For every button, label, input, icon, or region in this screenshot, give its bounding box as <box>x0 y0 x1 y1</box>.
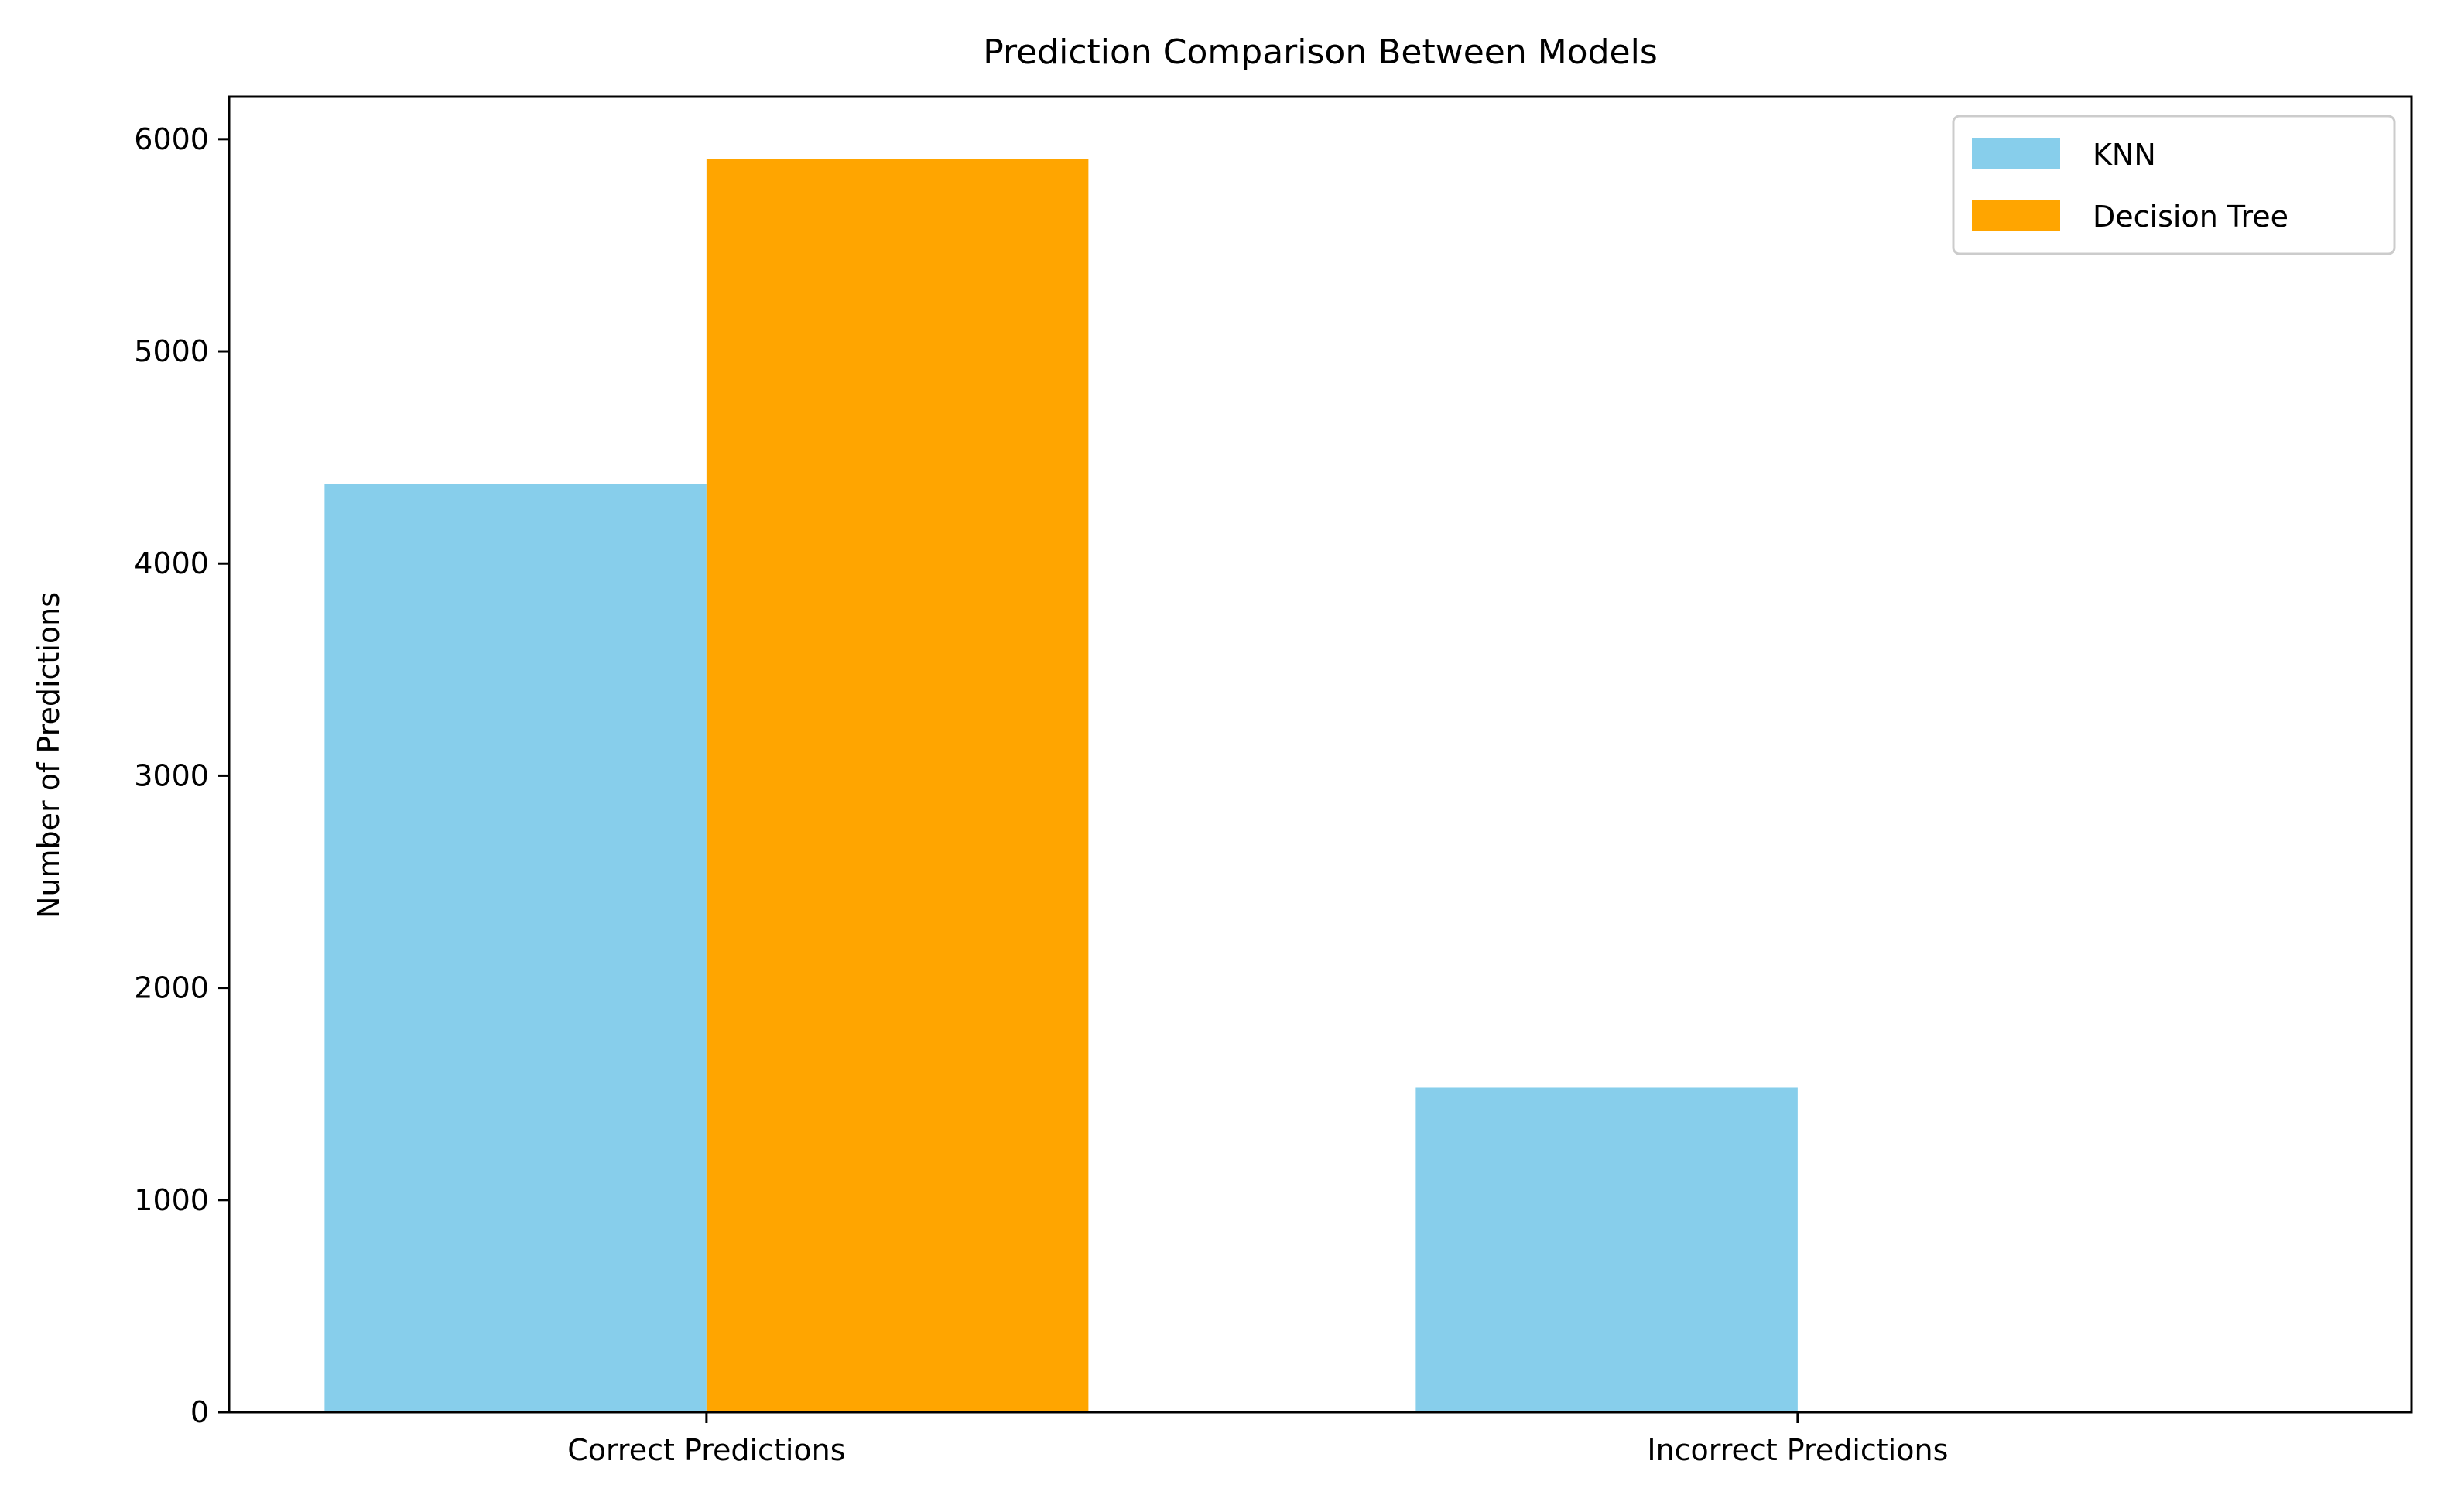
bars-group <box>324 159 1798 1412</box>
legend-label: Decision Tree <box>2093 200 2288 234</box>
legend-frame <box>1952 115 2396 255</box>
y-tick-label: 5000 <box>134 334 209 368</box>
x-tick-label: Incorrect Predictions <box>1647 1433 1948 1467</box>
legend: KNN Decision Tree <box>1952 115 2396 255</box>
legend-swatch <box>1972 138 2060 169</box>
y-tick-label: 2000 <box>134 971 209 1005</box>
bar-decision-tree-0 <box>706 159 1089 1412</box>
y-tick-label: 0 <box>190 1395 209 1429</box>
chart-title: Prediction Comparison Between Models <box>983 32 1658 72</box>
y-tick-label: 6000 <box>134 122 209 156</box>
plot-frame <box>228 95 2413 1414</box>
y-tick-label: 4000 <box>134 546 209 580</box>
legend-swatch <box>1972 200 2060 231</box>
bar-knn-0 <box>324 484 707 1412</box>
y-tick-label: 3000 <box>134 758 209 792</box>
x-axis-ticks: Correct Predictions Incorrect Predictions <box>567 1412 1948 1467</box>
x-tick-label: Correct Predictions <box>567 1433 845 1467</box>
bar-knn-1 <box>1415 1087 1798 1412</box>
legend-label: KNN <box>2093 138 2156 172</box>
y-axis-ticks: 0 1000 2000 3000 4000 5000 6000 <box>134 122 229 1429</box>
y-tick-label: 1000 <box>134 1183 209 1217</box>
y-axis-label: Number of Predictions <box>32 592 66 918</box>
